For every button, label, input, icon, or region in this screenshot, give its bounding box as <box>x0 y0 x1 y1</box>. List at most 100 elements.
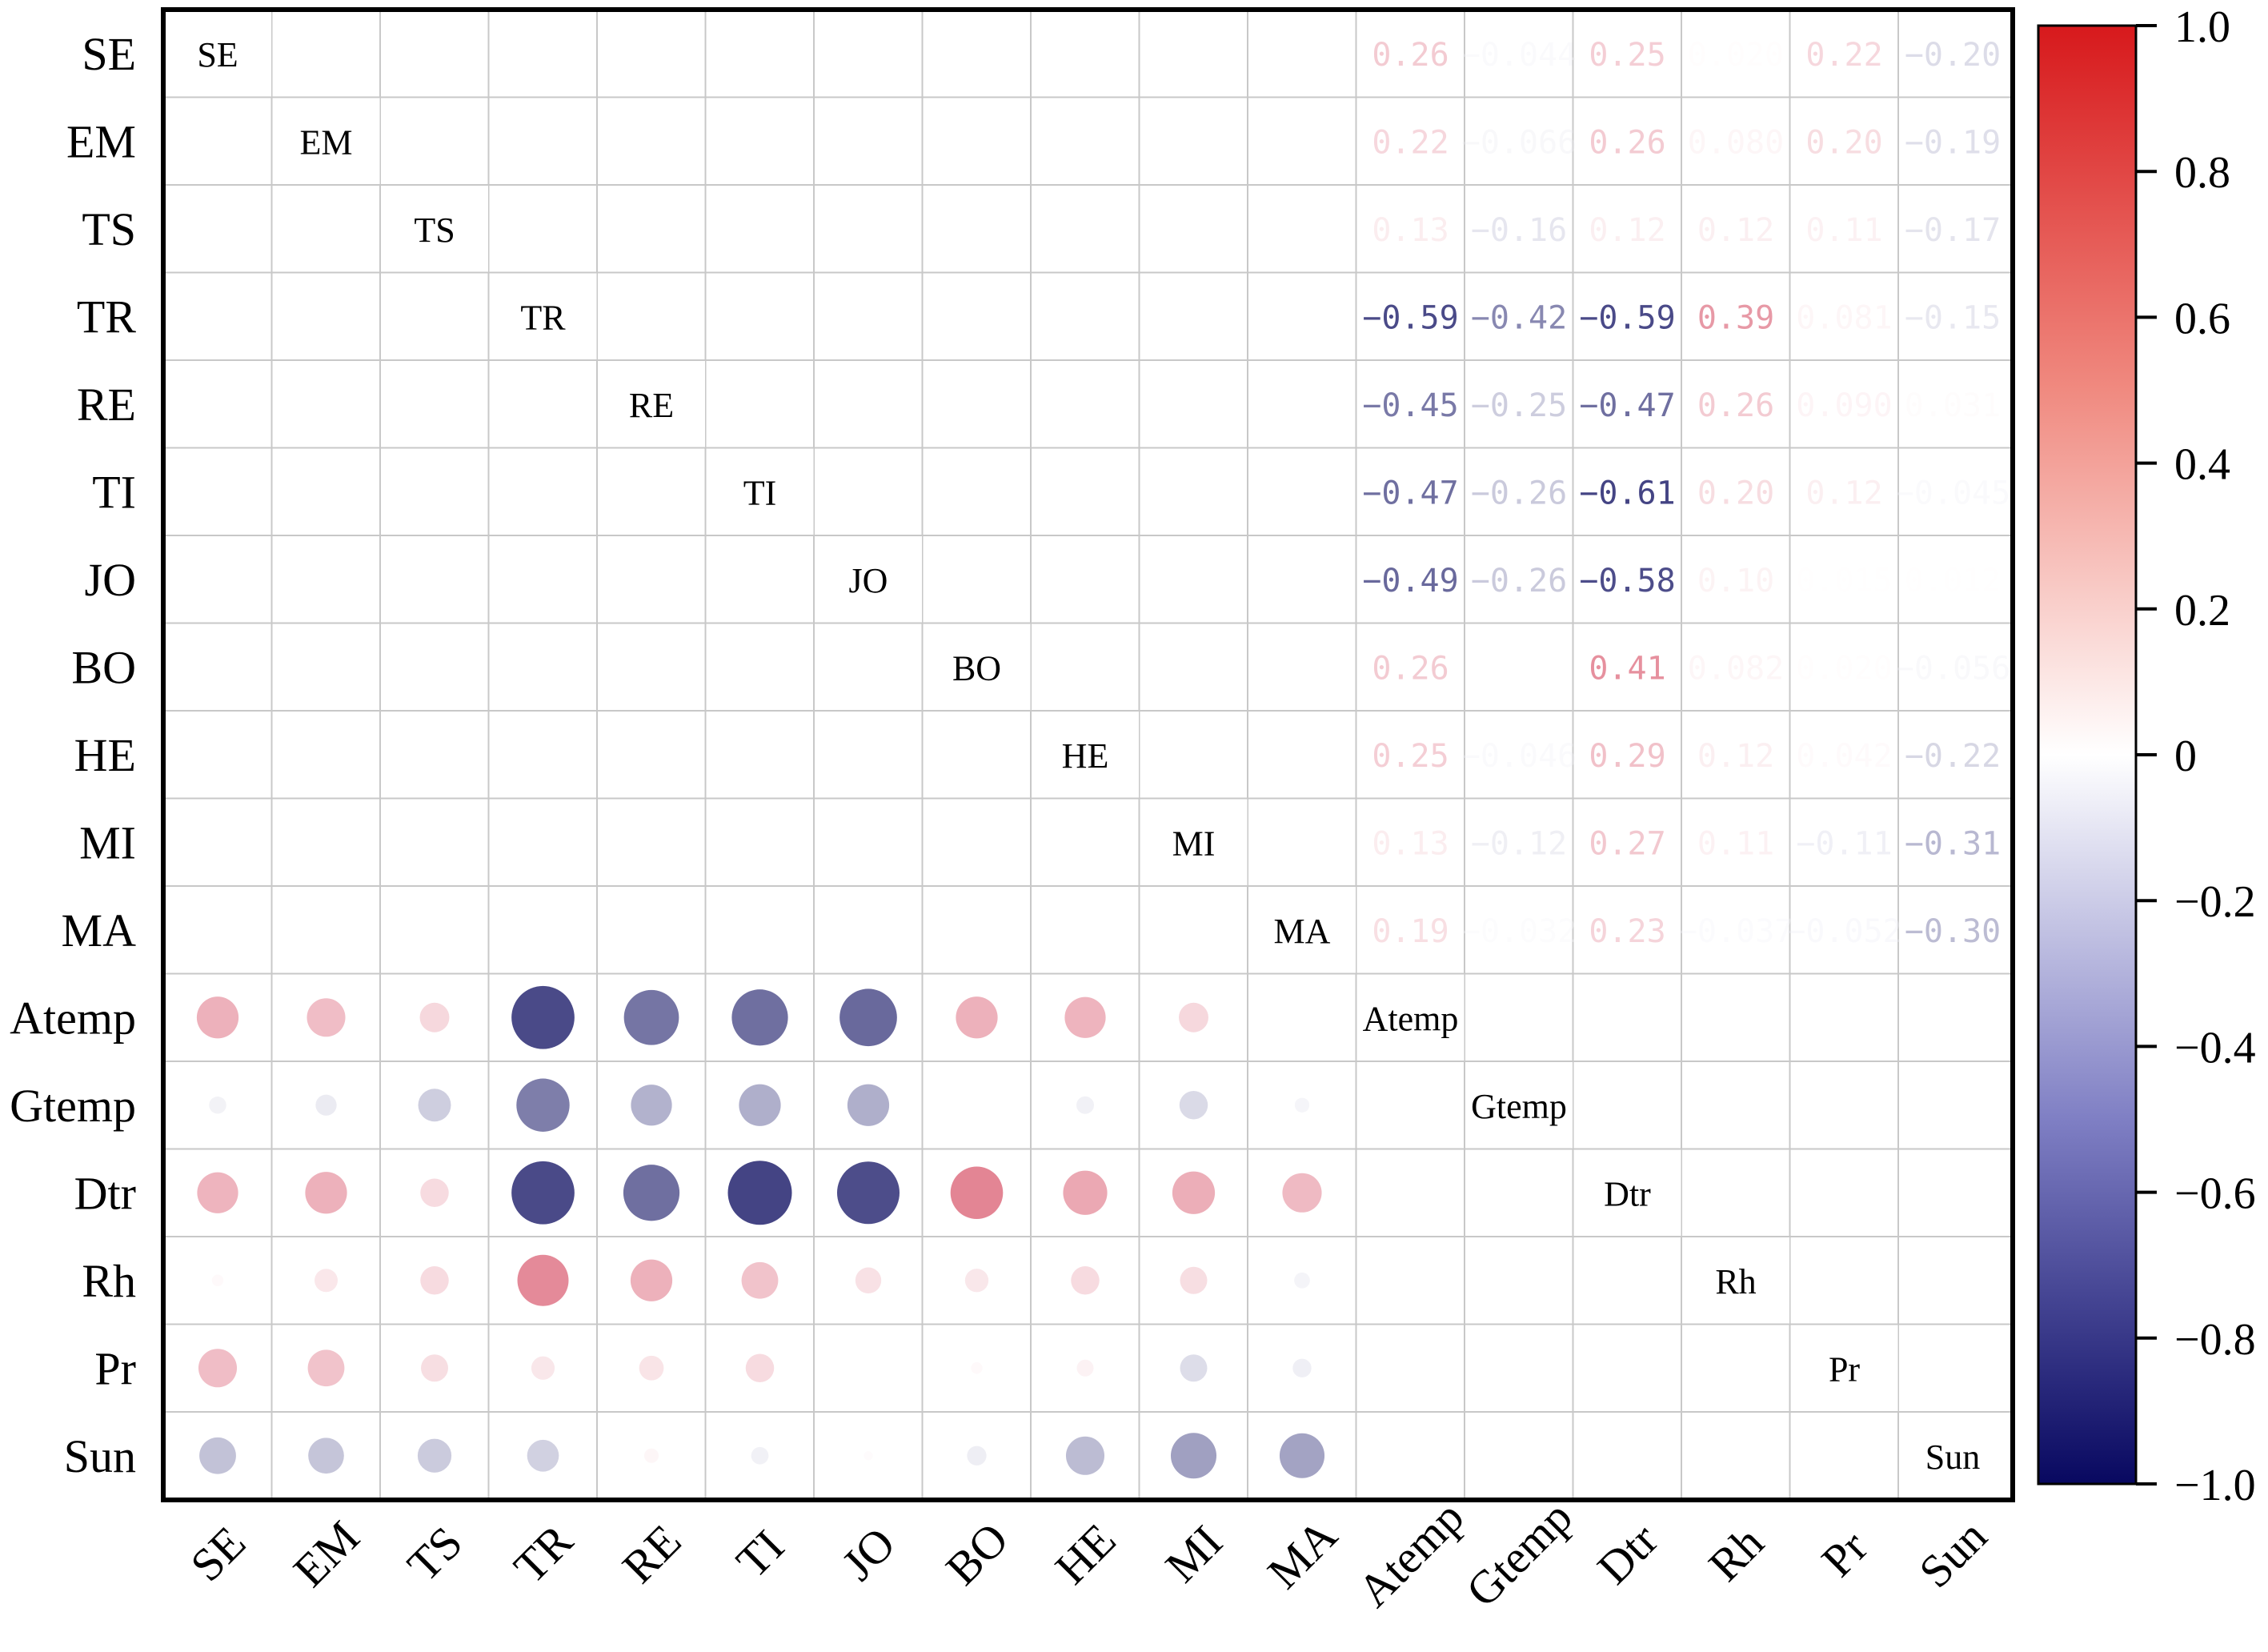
axis-labels: SE SE SE EM EM EM TS TS TS TR TR TR RE RE RE TI TI TI JO JO… <box>10 28 1997 1617</box>
correlation-circle <box>855 1267 882 1293</box>
row-label: TS <box>82 203 136 255</box>
column-label: HE <box>1045 1514 1126 1594</box>
diagonal-label: Gtemp <box>1471 1087 1567 1126</box>
diagonal-label: JO <box>849 561 888 600</box>
row-label: TI <box>92 466 136 518</box>
diagonal-cell <box>1248 887 1356 973</box>
coefficient-label: −0.45 <box>1362 387 1458 424</box>
diagonal-cell <box>272 98 380 184</box>
correlation-circle <box>1071 1266 1100 1295</box>
correlation-circle <box>421 1354 448 1382</box>
coefficient-label: −0.26 <box>1471 563 1567 599</box>
row-label: Gtemp <box>10 1080 136 1132</box>
correlation-circle <box>623 1165 680 1221</box>
correlation-circle <box>209 1097 226 1114</box>
correlation-circle <box>643 1448 659 1463</box>
coefficient-label: 0.13 <box>1372 825 1449 862</box>
diagonal-cell <box>1682 1237 1789 1324</box>
row-label: RE <box>77 379 136 431</box>
row-label: HE <box>74 729 136 781</box>
row-label: TR <box>77 291 136 343</box>
column-label: Gtemp <box>1456 1490 1582 1617</box>
diagonal-label: MA <box>1274 912 1331 951</box>
diagonal-cell <box>1465 1062 1573 1149</box>
diagonal-label: MI <box>1172 824 1216 863</box>
diagonal-label: TS <box>414 211 455 250</box>
column-label: TI <box>726 1520 794 1588</box>
diagonal-label: Pr <box>1829 1349 1860 1389</box>
coefficient-label: −0.25 <box>1471 387 1567 424</box>
coefficient-label: −0.12 <box>1471 825 1567 862</box>
diagonal-cell <box>923 624 1031 710</box>
correlation-circle <box>417 1438 452 1473</box>
correlation-circle <box>741 1261 779 1299</box>
correlation-circle <box>1179 1002 1208 1032</box>
correlation-circle <box>1076 1359 1094 1377</box>
column-label: Pr <box>1811 1521 1877 1586</box>
diagonal-label: Atemp <box>1363 999 1459 1038</box>
correlation-circle <box>630 1259 673 1301</box>
coefficient-label: 0.23 <box>1589 913 1665 950</box>
colorbar-tick-label: −0.6 <box>2174 1169 2256 1219</box>
row-label: Dtr <box>74 1167 136 1219</box>
column-label: Sun <box>1909 1510 1997 1598</box>
diagonal-cell <box>489 273 597 359</box>
correlation-circle <box>199 1437 236 1474</box>
correlation-circle <box>1279 1433 1325 1478</box>
coefficient-label: 0.25 <box>1372 738 1449 775</box>
correlation-circle <box>1294 1097 1310 1113</box>
coefficient-label: 0.41 <box>1589 650 1665 687</box>
coefficient-label: −0.11 <box>1796 825 1892 862</box>
diagonal-label: SE <box>197 35 238 74</box>
correlation-circle <box>511 1161 575 1225</box>
coefficient-label: 0.26 <box>1697 387 1774 424</box>
coefficient-label: 0.015 <box>1796 563 1892 599</box>
coefficient-label: −0.59 <box>1362 299 1458 336</box>
diagonal-label: BO <box>952 648 1001 688</box>
coefficient-label: −0.42 <box>1471 299 1567 336</box>
coefficient-label: 0.012 <box>1905 563 2001 599</box>
correlation-circle <box>731 989 788 1046</box>
column-label: RE <box>612 1514 691 1593</box>
colorbar-tick-label: −1.0 <box>2174 1461 2256 1510</box>
coefficient-label: 0.20 <box>1805 124 1882 161</box>
row-label: MA <box>62 904 137 956</box>
correlation-circle <box>739 1084 781 1126</box>
chart-marks: 0.26 −0.044 0.25 0.020 0.22 −0.20 0.22 −0.066 0.… <box>196 37 2011 1479</box>
grid-lines <box>163 10 2013 1500</box>
column-label: MI <box>1156 1515 1232 1592</box>
coefficient-label: 0.001 <box>1471 650 1567 687</box>
column-label: EM <box>283 1510 369 1596</box>
diagonal-cell <box>164 10 271 97</box>
coefficient-label: −0.58 <box>1579 563 1675 599</box>
colorbar: 1.0 0.8 0.6 0.4 0.2 0 −0.2 −0.4 −0.6 −0.8 −1.0 <box>2037 2 2256 1510</box>
coefficient-label: −0.056 <box>1895 650 2011 687</box>
correlation-circle <box>1180 1266 1208 1294</box>
colorbar-tick-label: −0.8 <box>2174 1315 2256 1365</box>
correlation-circle <box>751 1446 769 1465</box>
row-label: Pr <box>94 1342 136 1394</box>
correlation-circle <box>517 1254 569 1306</box>
correlation-circle <box>964 1269 989 1293</box>
diagonal-label: TR <box>520 298 566 337</box>
coefficient-label: 0.042 <box>1796 738 1892 775</box>
diagonal-cell <box>706 448 814 535</box>
correlation-circle <box>516 1078 570 1132</box>
correlation-circle <box>971 1362 983 1374</box>
coefficient-label: 0.27 <box>1589 825 1665 862</box>
correlation-circle <box>1065 1436 1105 1475</box>
correlation-circle <box>196 996 239 1039</box>
diagonal-label: RE <box>629 386 674 425</box>
coefficient-label: −0.61 <box>1579 475 1675 511</box>
coefficient-label: 0.25 <box>1589 37 1665 74</box>
correlation-circle <box>864 1451 873 1461</box>
correlation-circle <box>419 1002 450 1032</box>
correlation-circle <box>1282 1173 1322 1213</box>
diagonal-label: HE <box>1062 736 1109 776</box>
diagonal-cell <box>1140 799 1248 885</box>
diagonal-cell <box>381 186 488 272</box>
column-label: Dtr <box>1587 1514 1668 1594</box>
coefficient-label: −0.47 <box>1579 387 1675 424</box>
coefficient-label: −0.49 <box>1362 563 1458 599</box>
